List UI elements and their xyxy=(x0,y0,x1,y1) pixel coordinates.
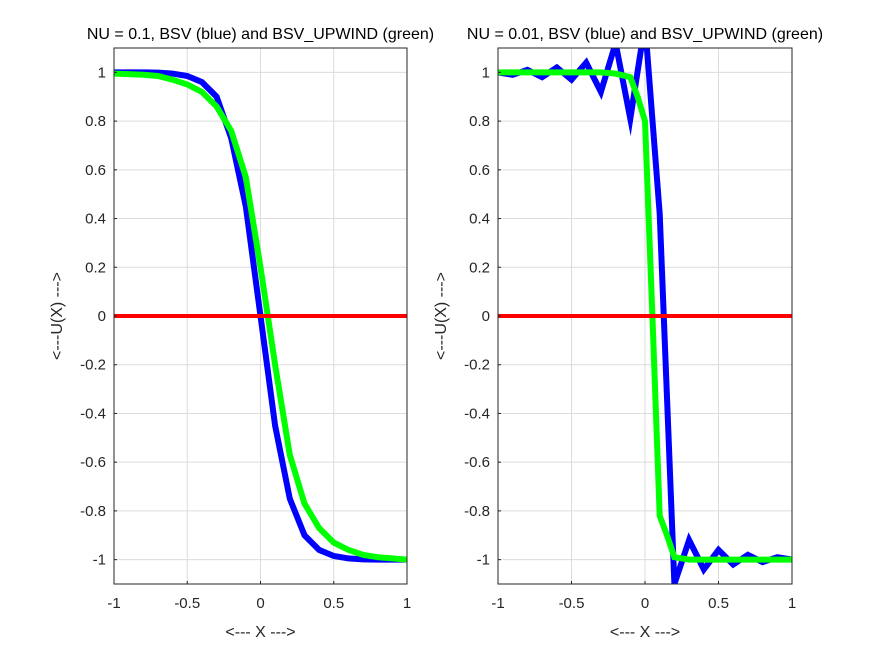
right-x-tick-label: 0 xyxy=(641,595,649,612)
left-plot-panel: -1 -0.5 0 0.5 1 -1 -0.8 -0.6 -0.4 -0.2 0 0.2 0.4 0.6 0… xyxy=(49,26,434,641)
left-y-tick-label: 0.2 xyxy=(85,259,106,276)
left-y-axis-label: <---U(X) ---> xyxy=(49,272,66,360)
right-y-axis-label: <---U(X) ---> xyxy=(433,272,450,360)
left-bsv-upwind-line xyxy=(114,70,407,563)
right-y-tick-label: 0.4 xyxy=(469,211,490,228)
left-y-tick-label: -1 xyxy=(93,552,106,569)
left-y-tick-label: -0.4 xyxy=(80,405,106,422)
right-x-tick-label: 0.5 xyxy=(708,595,729,612)
right-y-tick-label: 1 xyxy=(482,64,490,81)
left-y-tick-label: 1 xyxy=(98,64,106,81)
left-x-tick-label: -1 xyxy=(107,595,120,612)
right-y-tick-label: -0.2 xyxy=(464,357,490,374)
left-x-tick-label: 0 xyxy=(256,595,264,612)
right-y-tick-label: 0.6 xyxy=(469,162,490,179)
right-y-tick-label: -0.4 xyxy=(464,405,490,422)
left-y-tick-label: 0.8 xyxy=(85,113,106,130)
left-chart-title: NU = 0.1, BSV (blue) and BSV_UPWIND (gre… xyxy=(87,26,434,43)
right-x-tick-label: 1 xyxy=(788,595,796,612)
right-x-axis-label: <--- X ---> xyxy=(610,624,680,641)
left-y-tick-label: 0.6 xyxy=(85,162,106,179)
left-y-tick-label: 0.4 xyxy=(85,211,106,228)
right-x-tick-label: -0.5 xyxy=(559,595,585,612)
right-bsv-upwind-line xyxy=(498,69,792,563)
left-x-tick-label: 1 xyxy=(403,595,411,612)
left-y-tick-label: -0.2 xyxy=(80,357,106,374)
right-y-tick-label: -0.8 xyxy=(464,503,490,520)
left-y-tick-label: -0.6 xyxy=(80,454,106,471)
right-y-tick-label: 0.2 xyxy=(469,259,490,276)
left-x-tick-label: 0.5 xyxy=(323,595,344,612)
left-x-axis-label: <--- X ---> xyxy=(225,624,295,641)
left-y-tick-label: -0.8 xyxy=(80,503,106,520)
right-plot-panel: -1 -0.5 0 0.5 1 -1 -0.8 -0.6 -0.4 -0.2 0 0.2 0.4 0.6 0… xyxy=(433,26,823,641)
right-y-tick-label: 0.8 xyxy=(469,113,490,130)
left-y-tick-label: 0 xyxy=(98,308,106,325)
left-x-tick-label: -0.5 xyxy=(174,595,200,612)
right-x-tick-label: -1 xyxy=(491,595,504,612)
right-y-tick-label: -0.6 xyxy=(464,454,490,471)
right-chart-title: NU = 0.01, BSV (blue) and BSV_UPWIND (gr… xyxy=(467,26,823,43)
right-y-tick-label: 0 xyxy=(482,308,490,325)
right-y-tick-label: -1 xyxy=(477,552,490,569)
